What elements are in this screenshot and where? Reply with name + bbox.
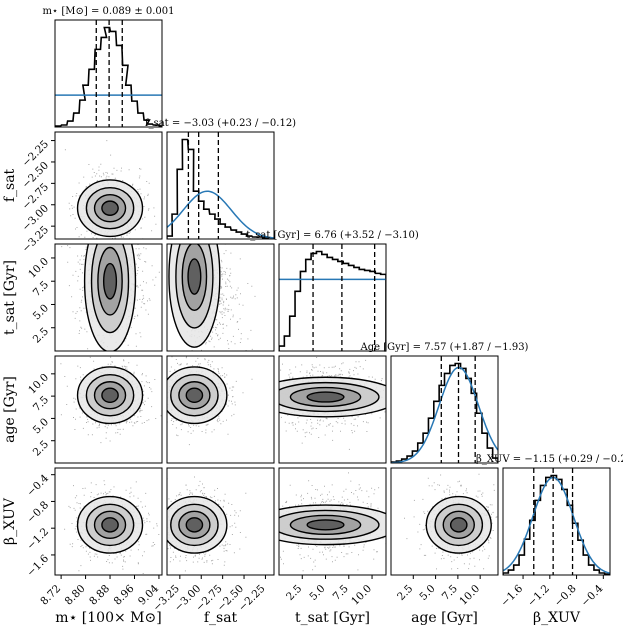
ylabel-tsat: t_sat [Gyr] <box>2 260 18 335</box>
xtick-label-mstar-3: 8.96 <box>112 582 137 607</box>
xtick-label-tsat-2: 7.5 <box>331 583 351 603</box>
ytick-label-age-0: 2.5 <box>31 438 51 458</box>
contour-level-4-1-3 <box>185 517 204 533</box>
histogram-mstar <box>55 20 162 127</box>
contour-level-3-2-3 <box>306 391 345 403</box>
xtick-label-mstar-1: 8.80 <box>63 583 88 608</box>
contour-beta-vs-tsat <box>279 472 386 572</box>
contour-tsat-vs-mstar <box>61 244 160 351</box>
contour-fsat-vs-mstar <box>64 140 157 239</box>
ytick-label-age-1: 5.0 <box>31 416 51 436</box>
contour-level-2-0-3 <box>102 262 118 300</box>
xtick-label-beta-0: −1.6 <box>499 582 526 609</box>
panel-frame-1-1 <box>166 131 275 240</box>
title-fsat: f_sat = −3.03 (+0.23 / −0.12) <box>145 118 296 129</box>
ytick-label-tsat-0: 2.5 <box>31 325 51 345</box>
ytick-label-beta-0: −1.6 <box>25 552 52 579</box>
xtick-label-tsat-1: 5.0 <box>307 583 327 603</box>
panel-frame-3-2 <box>278 355 387 464</box>
panel-frame-3-1 <box>166 355 275 464</box>
prior-curve-fsat <box>167 190 274 239</box>
hist-step-fsat <box>167 138 274 239</box>
contour-level-3-0-3 <box>101 387 119 403</box>
contour-tsat-vs-fsat <box>168 244 256 351</box>
xtick-label-beta-3: −0.4 <box>579 582 606 609</box>
prior-curve-age <box>391 366 498 463</box>
ytick-label-beta-1: −1.2 <box>25 526 52 553</box>
xlabel-mstar: m⋆ [100× M⊙] <box>55 610 161 626</box>
contour-beta-vs-age <box>404 473 498 570</box>
prior-curve-beta <box>503 476 610 574</box>
contour-age-vs-mstar <box>60 356 162 444</box>
contour-beta-vs-mstar <box>64 480 160 574</box>
xtick-label-age-1: 5.0 <box>417 583 437 603</box>
xtick-label-tsat-3: 10.0 <box>349 583 374 608</box>
title-tsat: t_sat [Gyr] = 6.76 (+3.52 / −3.10) <box>246 230 419 241</box>
contour-level-3-1-3 <box>185 387 204 403</box>
contour-level-4-2-3 <box>306 519 345 531</box>
panel-frame-3-0 <box>54 355 163 464</box>
panel-frame-4-3 <box>390 467 499 576</box>
xtick-label-beta-1: −1.2 <box>525 583 552 610</box>
contour-level-4-3-3 <box>449 517 468 533</box>
xlabel-beta: β_XUV <box>533 610 581 626</box>
ytick-label-beta-2: −0.8 <box>25 499 52 526</box>
ytick-label-tsat-1: 5.0 <box>31 302 51 322</box>
contour-age-vs-tsat <box>279 356 386 450</box>
ytick-label-age-3: 10.0 <box>26 371 51 396</box>
ylabel-age: age [Gyr] <box>2 376 18 443</box>
histogram-beta <box>503 468 610 575</box>
ytick-label-tsat-2: 7.5 <box>31 279 51 299</box>
panel-frame-4-2 <box>278 467 387 576</box>
title-beta: β_XUV = −1.15 (+0.29 / −0.29) <box>476 454 623 465</box>
ytick-label-tsat-3: 10.0 <box>26 256 51 281</box>
panel-frame-4-1 <box>166 467 275 576</box>
panel-frame-2-2 <box>278 243 387 352</box>
hist-step-beta <box>503 474 610 575</box>
panel-frame-2-1 <box>166 243 275 352</box>
ylabel-fsat: f_sat <box>2 168 18 202</box>
title-mstar: m⋆ [M⊙] = 0.089 ± 0.001 <box>42 6 174 17</box>
hist-step-tsat <box>279 250 386 351</box>
xlabel-age: age [Gyr] <box>411 610 478 626</box>
histogram-tsat <box>279 244 386 351</box>
xlabel-tsat: t_sat [Gyr] <box>295 610 370 626</box>
contour-level-1-0-3 <box>101 200 119 216</box>
panel-frame-3-3 <box>390 355 499 464</box>
contour-level-4-0-3 <box>101 517 119 533</box>
histogram-age <box>391 356 498 463</box>
xtick-label-age-3: 10.0 <box>457 583 482 608</box>
contour-level-2-1-3 <box>187 258 202 295</box>
histogram-fsat <box>167 132 274 239</box>
panel-frame-1-0 <box>54 131 163 240</box>
xtick-label-mstar-2: 8.88 <box>87 583 112 608</box>
panel-frame-4-0 <box>54 467 163 576</box>
hist-step-mstar <box>55 26 162 127</box>
contour-age-vs-fsat <box>167 356 253 446</box>
ytick-label-beta-3: −0.4 <box>25 472 52 499</box>
ylabel-beta: β_XUV <box>2 497 18 545</box>
panel-frame-4-4 <box>502 467 611 576</box>
xtick-label-mstar-0: 8.72 <box>38 583 63 608</box>
panel-frame-2-0 <box>54 243 163 352</box>
xlabel-fsat: f_sat <box>204 610 238 626</box>
xtick-label-beta-2: −0.8 <box>552 583 579 610</box>
xtick-label-age-0: 2.5 <box>395 583 415 603</box>
contour-beta-vs-fsat <box>167 476 247 572</box>
panel-frame-0-0 <box>54 19 163 128</box>
title-age: Age [Gyr] = 7.57 (+1.87 / −1.93) <box>360 342 529 353</box>
xtick-label-tsat-0: 2.5 <box>284 583 304 603</box>
